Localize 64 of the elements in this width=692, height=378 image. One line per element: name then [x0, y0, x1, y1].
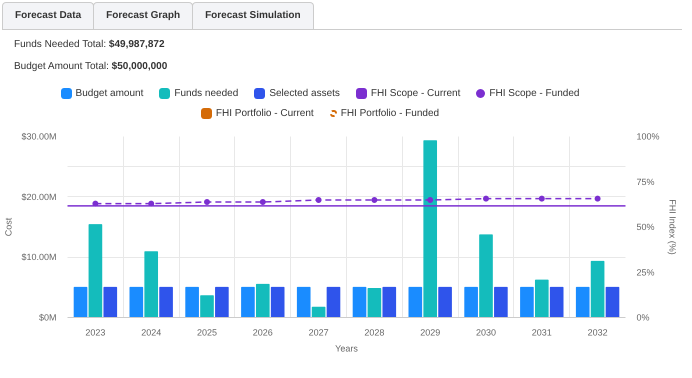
bar	[241, 286, 255, 318]
text: Forecast Graph	[93, 2, 194, 30]
y-axis-title: Cost	[3, 217, 14, 236]
bar	[88, 224, 102, 318]
legend-label: Selected assets	[268, 87, 340, 101]
legend-label: Funds needed	[173, 87, 238, 101]
bar	[159, 286, 173, 318]
legend-label: FHI Portfolio - Current	[214, 107, 314, 121]
bar	[185, 286, 199, 318]
x-tick-label: 2029	[420, 328, 440, 338]
bar	[408, 286, 422, 318]
bar	[520, 286, 534, 318]
y2-tick-label: 25%	[636, 267, 655, 278]
y-tick-label: $10.00M	[21, 252, 57, 262]
legend-label: FHI Scope - Funded	[488, 87, 580, 101]
x-tick-label: 2027	[308, 328, 329, 338]
text: Forecast Data	[2, 2, 94, 30]
x-tick-label: 2025	[196, 328, 218, 338]
x-tick-label: 2030	[476, 328, 496, 338]
bar	[352, 286, 366, 318]
bar	[215, 286, 229, 318]
bar	[296, 286, 311, 318]
bar	[144, 251, 158, 318]
bar	[423, 140, 438, 318]
bar	[74, 286, 88, 318]
bar	[550, 286, 564, 318]
y2-tick-label: 0%	[636, 312, 650, 322]
bar	[438, 286, 452, 318]
bar	[382, 286, 396, 318]
text: Funds Needed Total: $49,987,872	[14, 38, 166, 52]
y2-axis-title: FHI Index (%)	[668, 199, 678, 255]
legend-label: FHI Scope - Current	[370, 87, 460, 101]
bar	[103, 286, 118, 318]
x-axis-title: Years	[335, 344, 358, 354]
bar	[129, 286, 144, 318]
text: Budget Amount Total: $50,000,000	[14, 60, 168, 74]
x-tick-label: 2026	[252, 328, 273, 338]
legend-label: Budget amount	[74, 87, 144, 101]
bar	[479, 234, 493, 318]
bar	[368, 288, 382, 318]
bar	[534, 280, 549, 318]
y-tick-label: $30.00M	[21, 132, 57, 142]
bar	[606, 286, 620, 318]
bar	[494, 286, 508, 318]
x-tick-label: 2028	[364, 328, 384, 338]
y-tick-label: $20.00M	[21, 192, 57, 202]
x-tick-label: 2032	[588, 328, 608, 338]
x-tick-label: 2024	[141, 328, 162, 338]
y-tick-label: $0M	[38, 312, 57, 322]
x-tick-label: 2031	[532, 328, 552, 338]
x-tick-label: 2023	[85, 328, 106, 338]
y2-tick-label: 100%	[636, 132, 660, 142]
bar	[464, 286, 478, 318]
y2-tick-label: 50%	[636, 222, 655, 232]
bar	[326, 286, 340, 318]
bar	[256, 284, 270, 318]
legend-label: FHI Portfolio - Funded	[340, 107, 440, 121]
bar	[590, 260, 604, 318]
bar	[576, 286, 590, 318]
text: Forecast Simulation	[192, 2, 314, 30]
bar	[312, 306, 326, 318]
bar	[200, 295, 214, 318]
y2-tick-label: 75%	[636, 176, 655, 187]
bar	[270, 286, 285, 318]
